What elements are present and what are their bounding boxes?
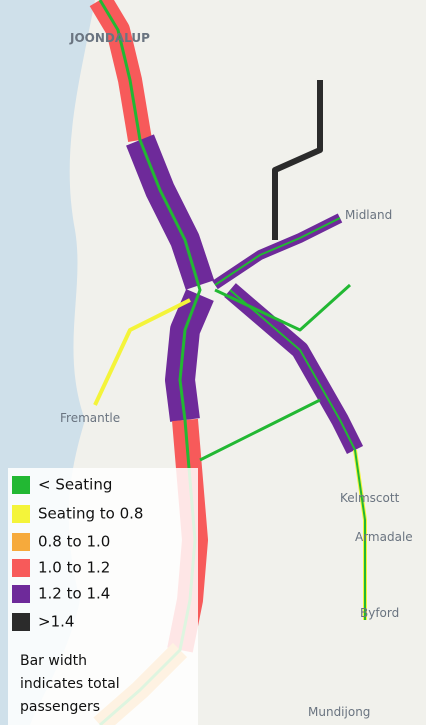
- place-label: Mundijong: [308, 705, 370, 719]
- note-line: passengers: [20, 699, 100, 715]
- legend-swatch: [12, 585, 30, 603]
- legend-label: Seating to 0.8: [38, 505, 143, 523]
- line-outline: [214, 217, 341, 286]
- legend-label: 1.2 to 1.4: [38, 585, 110, 603]
- place-label: Armadale: [355, 530, 413, 544]
- note-line: indicates total: [20, 676, 120, 692]
- line-outline: [199, 398, 321, 462]
- fremantle-line: [93, 298, 191, 406]
- place-labels: JOONDALUP Fremantle Midland Kelmscott Ar…: [60, 31, 413, 719]
- legend-label: 1.0 to 1.2: [38, 559, 110, 577]
- legend-swatch: [12, 533, 30, 551]
- thornlie-line: [214, 283, 352, 332]
- place-label: Byford: [360, 606, 399, 620]
- legend: < Seating Seating to 0.8 0.8 to 1.0 1.0 to …: [12, 476, 143, 631]
- place-label: Fremantle: [60, 411, 120, 425]
- legend-swatch: [12, 559, 30, 577]
- place-label: Kelmscott: [340, 491, 400, 505]
- legend-swatch: [12, 476, 30, 494]
- airport-line: [272, 80, 323, 240]
- legend-label: 0.8 to 1.0: [38, 533, 110, 551]
- note: Bar width indicates total passengers: [20, 653, 120, 715]
- legend-panel: [8, 468, 198, 725]
- legend-swatch: [12, 505, 30, 523]
- legend-swatch: [12, 613, 30, 631]
- place-label: JOONDALUP: [69, 31, 150, 45]
- line-outline: [229, 289, 366, 620]
- legend-label: < Seating: [38, 476, 112, 494]
- place-label: Midland: [345, 208, 392, 222]
- legend-label: >1.4: [38, 613, 74, 631]
- note-line: Bar width: [20, 653, 87, 669]
